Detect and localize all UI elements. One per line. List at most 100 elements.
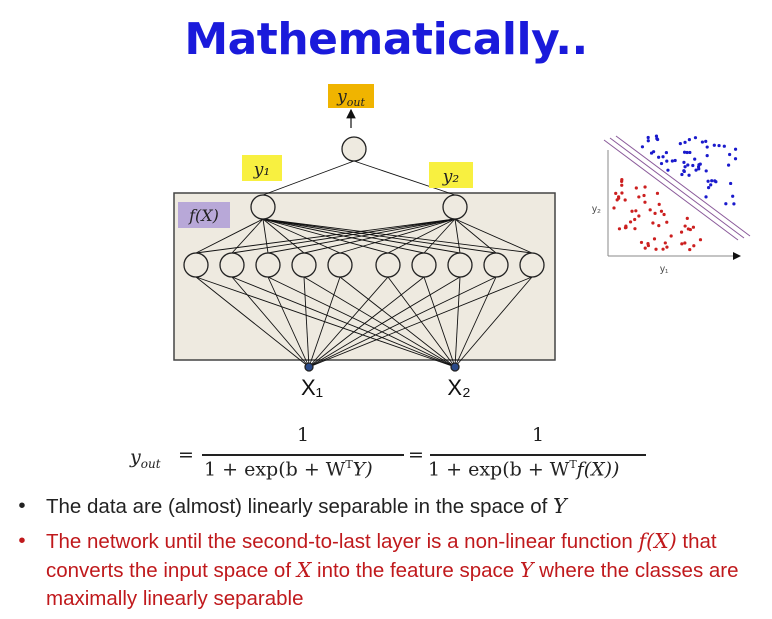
blue-point: [693, 157, 697, 161]
feature-label-box: [178, 202, 230, 228]
formula-lhs: yout: [130, 446, 161, 471]
hidden-edge: [262, 218, 461, 254]
input-edge: [195, 276, 310, 368]
output-label-y: y: [336, 87, 347, 107]
red-point: [633, 217, 637, 222]
neural-network-diagram: yout y₁ y₂ f(X) X₁ X₂ y₂ y₁: [173, 84, 751, 400]
bullet-2-text-4: where the classes are maximally linearly…: [46, 559, 739, 610]
blue-point: [717, 143, 721, 148]
red-point: [615, 198, 619, 202]
hidden-label-1-box: [242, 155, 282, 181]
bullet-list: • The data are (almost) linearly separab…: [12, 492, 762, 619]
blue-point: [646, 139, 650, 143]
blue-point: [659, 161, 664, 166]
formula-equals-2: =: [408, 444, 424, 466]
formula-bar-2: [430, 454, 646, 456]
red-point: [643, 185, 647, 189]
blue-point: [657, 155, 661, 159]
network-nodes: [183, 136, 545, 372]
hidden-label-1: y₁: [253, 160, 270, 180]
formula-bar-1: [202, 454, 404, 456]
red-point: [657, 224, 661, 228]
output-label-box: [328, 84, 374, 108]
scatter-points: [612, 134, 738, 252]
formula-lhs-var: y: [130, 446, 141, 468]
blue-point: [687, 173, 691, 177]
red-point: [630, 209, 634, 213]
input-edge: [308, 276, 461, 368]
separator-line-1: [603, 139, 739, 241]
layer1-node: [219, 252, 245, 278]
bullet-item-1: • The data are (almost) linearly separab…: [12, 492, 762, 521]
blue-point: [694, 168, 698, 172]
input-edge: [267, 276, 310, 368]
blue-point: [646, 135, 650, 140]
red-point: [639, 240, 644, 245]
hidden-label-2-box: [429, 162, 473, 188]
red-point: [692, 244, 696, 248]
blue-point: [664, 150, 669, 155]
red-point: [685, 216, 689, 220]
blue-point: [682, 160, 686, 165]
red-point: [683, 224, 687, 228]
blue-point: [709, 183, 713, 187]
blue-point: [700, 140, 705, 144]
red-point: [648, 208, 652, 212]
formula-den1-sup: T: [345, 458, 353, 471]
hidden-label-2: y₂: [442, 167, 460, 187]
blue-point: [704, 139, 708, 143]
input-edge: [308, 276, 389, 368]
hidden-edge: [262, 218, 497, 254]
hidden-edge: [262, 218, 533, 254]
red-point: [652, 237, 657, 241]
bullet-2-var-1: f(X): [638, 529, 677, 553]
layer1-node: [327, 252, 353, 278]
hidden-node: [250, 194, 276, 220]
output-formula: yout = 1 1 + exp(b + WTY) = 1 1 + exp(b …: [130, 424, 670, 488]
output-label-sub: out: [347, 96, 366, 109]
blue-point: [726, 163, 731, 167]
formula-den2-end: f(X)): [576, 458, 620, 481]
red-point: [633, 227, 637, 231]
output-edge: [353, 160, 456, 196]
layer1-node: [291, 252, 317, 278]
blue-point: [722, 144, 726, 148]
red-point: [617, 227, 622, 231]
hidden-edge: [262, 218, 341, 254]
blue-point: [704, 195, 708, 199]
output-node: [341, 136, 367, 162]
blue-point: [682, 169, 686, 173]
red-point: [620, 178, 624, 182]
layer1-node: [411, 252, 437, 278]
blue-point: [733, 157, 738, 161]
blue-point: [712, 143, 716, 147]
red-point: [620, 183, 624, 187]
formula-den2-sup: T: [569, 458, 577, 471]
blue-point: [654, 134, 659, 138]
formula-den2-text: 1 + exp(b + W: [428, 458, 570, 481]
blue-point: [698, 162, 702, 166]
formula-den1-text: 1 + exp(b + W: [204, 458, 346, 481]
red-point: [614, 191, 618, 196]
blue-point: [732, 202, 736, 206]
input-edge: [267, 276, 456, 368]
input-label-2: X₂: [447, 375, 470, 400]
feature-label: f(X): [188, 206, 219, 225]
red-point: [665, 245, 669, 249]
red-point: [680, 242, 684, 246]
blue-point: [682, 150, 687, 154]
red-point: [679, 230, 684, 234]
red-point: [637, 214, 641, 218]
hidden-edge: [454, 218, 533, 254]
blue-point: [686, 163, 690, 167]
hidden-node: [442, 194, 468, 220]
formula-equals-1: =: [178, 444, 194, 466]
blue-point: [706, 186, 711, 190]
bullet-item-2: • The network until the second-to-last l…: [12, 527, 762, 613]
layer1-node: [255, 252, 281, 278]
red-point: [634, 209, 638, 213]
bullet-1-var: Y: [553, 494, 567, 518]
blue-point: [640, 145, 645, 149]
scatter-ylabel: y₂: [592, 204, 601, 215]
formula-den1-end: Y): [352, 458, 373, 481]
